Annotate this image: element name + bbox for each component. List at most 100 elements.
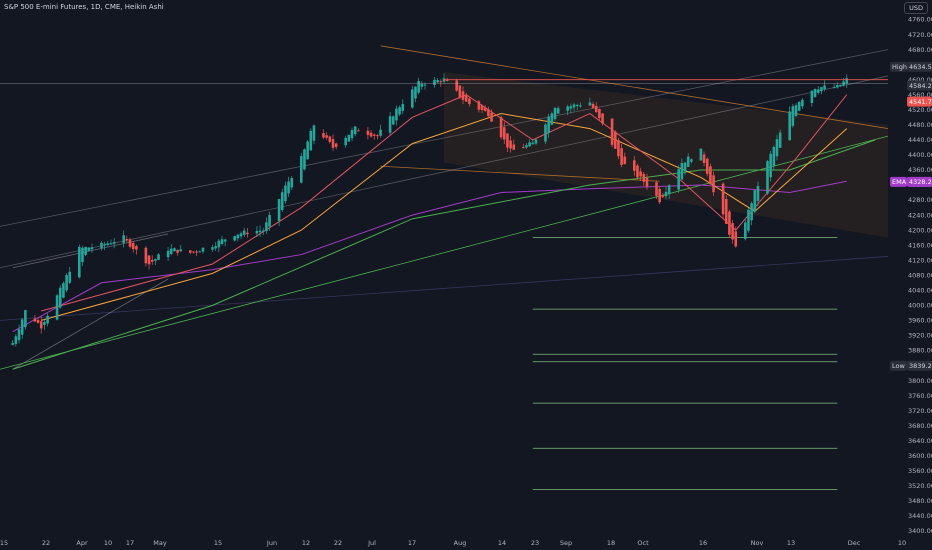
y-tick-label: 3680.00 <box>908 422 932 430</box>
candle-body <box>436 80 439 83</box>
candle <box>20 317 24 339</box>
candle <box>14 333 18 347</box>
candle <box>686 153 690 167</box>
candle-body <box>154 259 157 261</box>
price-tag-badge <box>890 176 907 187</box>
candle <box>594 102 598 114</box>
x-tick-label: 17 <box>126 539 134 547</box>
candle <box>455 78 458 92</box>
candle-body <box>211 247 214 250</box>
x-tick-label: 18 <box>607 539 615 547</box>
candle <box>490 109 493 123</box>
candle <box>677 165 680 193</box>
candle-body <box>747 209 750 231</box>
candle-body <box>598 109 601 118</box>
candle-body <box>490 112 493 122</box>
candle <box>147 255 151 270</box>
candle <box>433 77 436 88</box>
candle-body <box>84 247 87 255</box>
candle <box>299 152 303 184</box>
candle-body <box>328 136 332 142</box>
candle <box>810 90 814 107</box>
candle-body <box>395 108 398 121</box>
candle-body <box>306 141 309 160</box>
candle-body <box>268 215 271 227</box>
y-tick-label: 4280.00 <box>908 196 932 204</box>
y-tick-label: 3960.00 <box>908 317 932 325</box>
candle <box>617 137 620 160</box>
candle <box>832 83 836 89</box>
candle-body <box>534 139 538 144</box>
candle <box>531 138 535 145</box>
candle-body <box>816 89 820 93</box>
candle <box>201 247 205 254</box>
x-tick-label: 23 <box>531 539 539 547</box>
x-tick-label: 12 <box>302 539 310 547</box>
candle-body <box>350 130 354 139</box>
candle <box>58 285 62 309</box>
candle-body <box>575 104 579 106</box>
candle <box>636 163 639 180</box>
candle <box>312 124 316 145</box>
candle-body <box>623 156 627 165</box>
candle-body <box>17 329 21 341</box>
price-tag-value: 4584.25 <box>909 82 932 90</box>
candle <box>556 106 560 115</box>
candle <box>376 134 379 140</box>
candle <box>610 118 614 148</box>
price-tag-label: High <box>892 63 907 71</box>
x-tick-label: Apr <box>76 539 88 547</box>
candle <box>775 134 779 161</box>
candle <box>728 209 731 238</box>
candle <box>36 317 40 324</box>
price-tag-badge <box>890 360 907 371</box>
candle <box>575 103 579 111</box>
candle-body <box>839 84 842 87</box>
candle-body <box>509 140 512 149</box>
candle-body <box>179 249 183 252</box>
channel-fill <box>444 72 888 238</box>
x-tick-label: 16 <box>699 539 707 547</box>
candle <box>509 135 512 153</box>
currency-label[interactable]: USD <box>904 2 928 14</box>
y-tick-label: 3640.00 <box>908 437 932 445</box>
price-tag-value: 3839.25 <box>909 362 932 370</box>
candle-body <box>357 130 360 132</box>
x-tick-label: Oct <box>637 539 649 547</box>
candle-body <box>556 108 560 114</box>
candle-body <box>455 80 458 91</box>
candle <box>572 102 576 112</box>
candle <box>699 148 703 161</box>
candle <box>77 244 81 279</box>
candle-body <box>547 116 550 134</box>
candle <box>680 158 684 180</box>
candle <box>588 97 592 107</box>
candle <box>46 313 49 327</box>
candle <box>655 180 658 200</box>
candle <box>103 241 106 250</box>
candle-body <box>68 271 72 283</box>
candle <box>401 99 405 115</box>
y-tick-label: 3920.00 <box>908 332 932 340</box>
y-tick-label: 4600.00 <box>908 76 932 84</box>
candle <box>188 250 192 255</box>
candle-body <box>414 86 417 99</box>
candle-body <box>322 133 325 138</box>
y-tick-label: 3520.00 <box>908 482 932 490</box>
candle <box>480 104 484 114</box>
y-tick-label: 3880.00 <box>908 347 932 355</box>
candle <box>468 97 471 107</box>
candle <box>357 128 360 132</box>
candle-body <box>77 246 81 278</box>
candle <box>309 128 313 151</box>
x-tick-label: May <box>153 539 167 547</box>
y-tick-label: 3400.00 <box>908 527 932 535</box>
ema-line-0 <box>12 180 847 333</box>
candle <box>372 133 376 140</box>
candle <box>502 122 506 145</box>
candle <box>261 227 265 236</box>
candle-body <box>791 106 795 126</box>
candle-body <box>645 177 649 187</box>
price-tag-label: Low <box>892 362 905 370</box>
